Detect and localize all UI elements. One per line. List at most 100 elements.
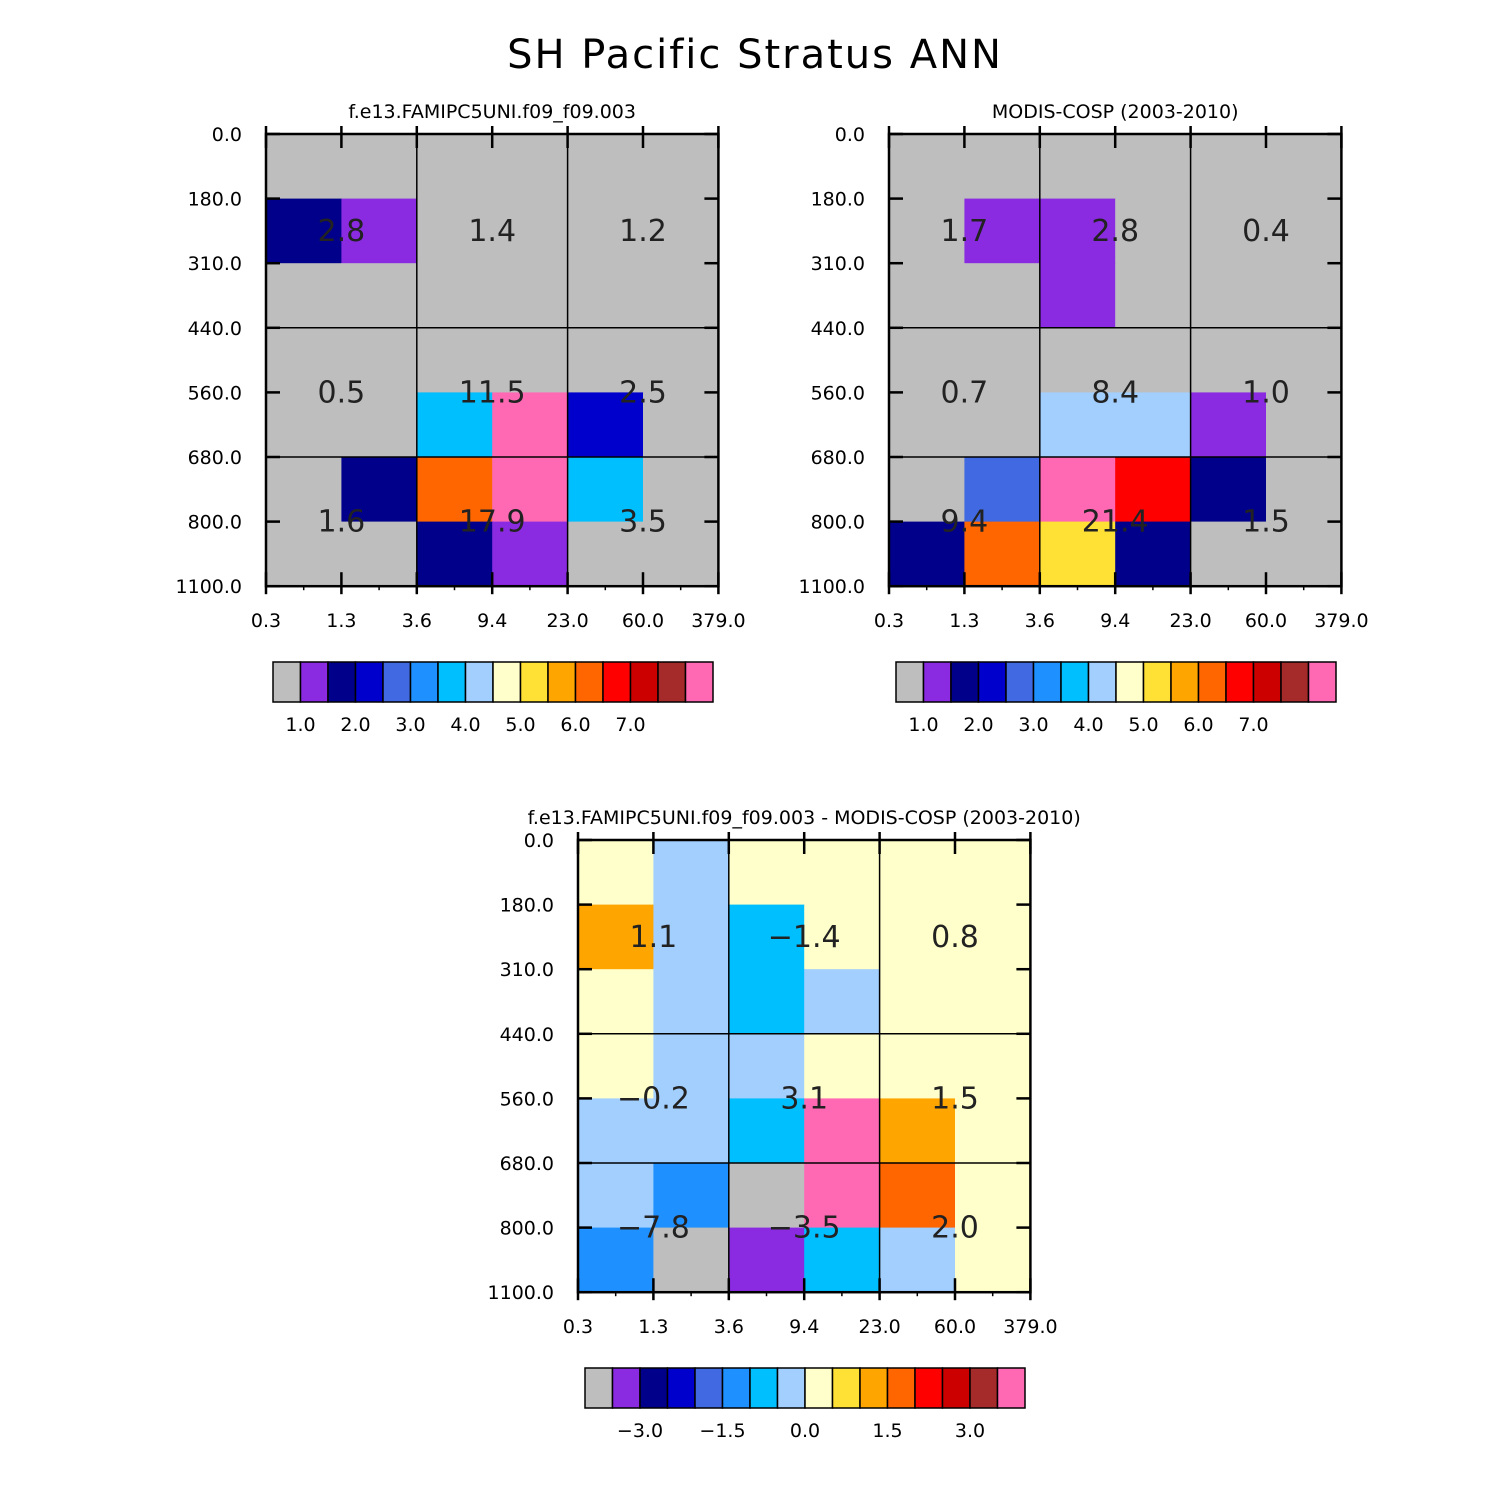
heatmap-cell (578, 904, 654, 970)
colorbar-swatch (437, 661, 467, 703)
colorbar-swatch (914, 1367, 944, 1409)
panel-model: f.e13.FAMIPC5UNI.f09_f09.003 2.8 1.4 1.2 0.5… (176, 101, 746, 736)
box-value-label: 2.8 (1091, 214, 1139, 249)
y-tick-label: 560.0 (500, 1088, 554, 1110)
box-value-label: 2.0 (931, 1211, 979, 1246)
y-tick-label: 180.0 (188, 189, 242, 211)
box-value-label: 1.7 (941, 214, 989, 249)
heatmap-cell (341, 198, 418, 264)
heatmap-cell (266, 263, 342, 329)
heatmap-cell (266, 457, 342, 523)
colorbar-swatch (492, 661, 522, 703)
heatmap-cell (889, 134, 965, 200)
box-value-label: 3.1 (780, 1081, 828, 1116)
x-tick-label: 23.0 (1169, 610, 1211, 632)
x-tick-label: 0.3 (874, 610, 904, 632)
colorbar-swatch (996, 1367, 1026, 1409)
heatmap-cell (964, 521, 1041, 587)
heatmap-cell (879, 1098, 956, 1164)
heatmap-cell (341, 392, 418, 458)
heatmap-cell (643, 457, 719, 523)
colorbar-swatch (1115, 661, 1145, 703)
heatmap-cell (492, 457, 569, 523)
panel-title: f.e13.FAMIPC5UNI.f09_f09.003 - MODIS-COS… (528, 807, 1081, 829)
heatmap-cell (1190, 392, 1267, 458)
heatmap-cell (1039, 457, 1116, 523)
y-tick-label: 1100.0 (799, 576, 865, 598)
y-tick-label: 440.0 (811, 318, 865, 340)
heatmap-cell (1266, 263, 1342, 329)
y-tick-label: 0.0 (524, 830, 554, 852)
heatmap-cell (653, 904, 730, 970)
heatmap-cell (567, 198, 644, 264)
x-tick-label: 1.3 (638, 1316, 668, 1338)
colorbar-swatch (629, 661, 659, 703)
heatmap-cell (879, 1033, 956, 1099)
colorbar-swatch (886, 1367, 916, 1409)
y-tick-label: 440.0 (188, 318, 242, 340)
panel-observation: MODIS-COSP (2003-2010) 1.7 2.8 0.4 0.7 8.4 1.0… (799, 101, 1369, 736)
colorbar-swatch (922, 661, 952, 703)
box-value-label: −1.4 (768, 920, 841, 955)
panel-title: f.e13.FAMIPC5UNI.f09_f09.003 (348, 101, 636, 123)
heatmap-cell (955, 1033, 1031, 1099)
x-tick-label: 0.3 (251, 610, 281, 632)
y-tick-label: 680.0 (188, 447, 242, 469)
colorbar-swatch (574, 661, 604, 703)
heatmap-cell (728, 1098, 805, 1164)
box-value-label: −7.8 (617, 1211, 690, 1246)
colorbar-swatch (859, 1367, 889, 1409)
x-tick-label: 60.0 (934, 1316, 976, 1338)
colorbar-swatch (666, 1367, 696, 1409)
heatmap-cell (804, 1227, 881, 1293)
box-value-label: 3.5 (619, 505, 667, 540)
heatmap-cell (492, 521, 569, 587)
heatmap-cell (879, 840, 956, 906)
heatmap-cell (955, 904, 1031, 970)
y-tick-label: 1100.0 (488, 1282, 554, 1304)
heatmap-cell (804, 1098, 881, 1164)
x-tick-label: 3.6 (402, 610, 432, 632)
colorbar-swatch (1170, 661, 1200, 703)
box-value-label: 0.7 (941, 375, 989, 410)
colorbar-swatch (694, 1367, 724, 1409)
heatmap-cell (1190, 521, 1267, 587)
colorbar-label: 3.0 (1018, 714, 1048, 736)
colorbar-swatch (684, 661, 714, 703)
x-tick-label: 9.4 (789, 1316, 819, 1338)
heatmap-cell (1266, 134, 1342, 200)
colorbar-swatch (969, 1367, 999, 1409)
figure-title: SH Pacific Stratus ANN (507, 32, 1003, 78)
colorbar-label: 4.0 (1073, 714, 1103, 736)
box-value-label: 1.6 (318, 505, 366, 540)
x-tick-label: 9.4 (477, 610, 507, 632)
box-value-label: 1.5 (931, 1081, 979, 1116)
x-tick-label: 3.6 (1025, 610, 1055, 632)
colorbar-label: 3.0 (955, 1420, 985, 1442)
y-tick-label: 0.0 (212, 124, 242, 146)
colorbar-swatch (1142, 661, 1172, 703)
y-tick-label: 800.0 (188, 512, 242, 534)
colorbar-label: 5.0 (505, 714, 535, 736)
colorbar-swatch (804, 1367, 834, 1409)
colorbar-swatch (519, 661, 549, 703)
heatmap-cell (416, 392, 493, 458)
heatmap-cell (341, 521, 418, 587)
y-tick-label: 800.0 (811, 512, 865, 534)
heatmap-cell (416, 521, 493, 587)
heatmap-cell (889, 263, 965, 329)
heatmap-cell (728, 904, 805, 970)
x-tick-label: 9.4 (1100, 610, 1130, 632)
box-value-label: 1.0 (1242, 375, 1290, 410)
box-value-label: 0.8 (931, 920, 979, 955)
heatmap-cell (578, 1033, 654, 1099)
colorbar-swatch (657, 661, 687, 703)
heatmap-cell (804, 1163, 881, 1229)
heatmap-cell (266, 134, 342, 200)
heatmap-cell (1266, 392, 1342, 458)
heatmap-cell (643, 134, 719, 200)
box-value-label: −3.5 (768, 1211, 841, 1246)
y-tick-label: 180.0 (811, 189, 865, 211)
colorbar-swatch (409, 661, 439, 703)
heatmap-cell (804, 969, 881, 1035)
